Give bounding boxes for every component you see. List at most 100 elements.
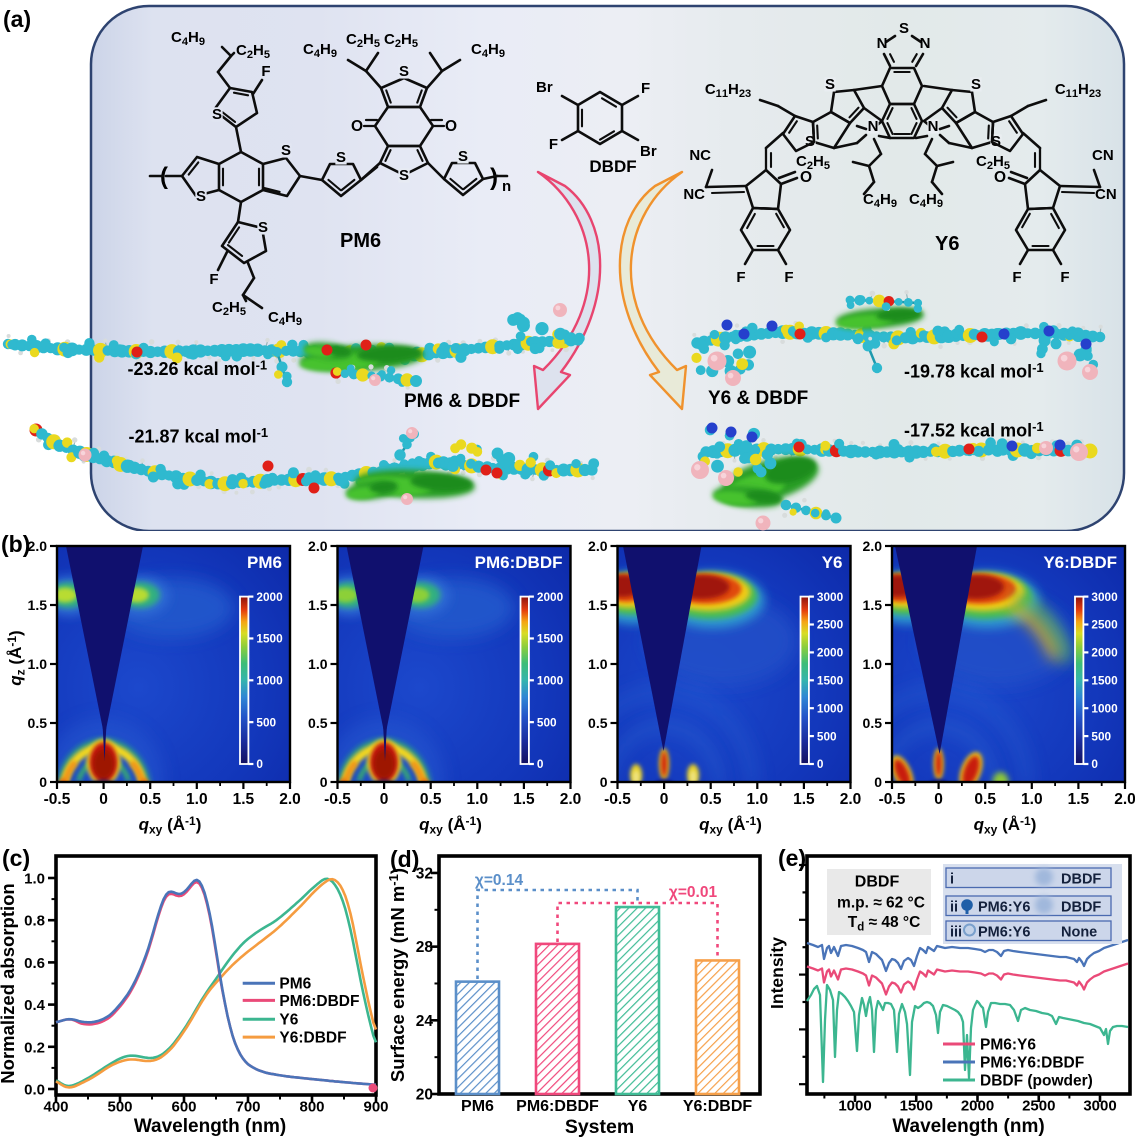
svg-text:qz (Å-1): qz (Å-1) bbox=[5, 630, 28, 685]
svg-text:S: S bbox=[281, 142, 291, 159]
svg-text:PM6:Y6: PM6:Y6 bbox=[978, 900, 1030, 916]
svg-text:-19.78 kcal mol-1: -19.78 kcal mol-1 bbox=[904, 360, 1044, 382]
svg-text:500: 500 bbox=[537, 715, 557, 729]
svg-text:PM6:DBDF: PM6:DBDF bbox=[475, 553, 563, 572]
svg-text:qxy (Å-1): qxy (Å-1) bbox=[974, 814, 1037, 837]
svg-text:S: S bbox=[458, 148, 468, 165]
svg-text:32: 32 bbox=[416, 865, 433, 882]
svg-text:1500: 1500 bbox=[256, 632, 283, 646]
svg-text:qxy (Å-1): qxy (Å-1) bbox=[419, 814, 482, 837]
svg-text:n: n bbox=[502, 178, 511, 195]
svg-text:PM6: PM6 bbox=[340, 230, 381, 252]
svg-text:CN: CN bbox=[1092, 147, 1114, 164]
svg-text:1.5: 1.5 bbox=[793, 791, 815, 808]
svg-text:500: 500 bbox=[107, 1099, 132, 1116]
svg-text:PM6 & DBDF: PM6 & DBDF bbox=[404, 391, 520, 412]
svg-text:2.0: 2.0 bbox=[279, 791, 301, 808]
svg-text:-0.5: -0.5 bbox=[324, 791, 351, 808]
svg-text:DBDF: DBDF bbox=[1061, 900, 1101, 916]
svg-text:S: S bbox=[399, 167, 409, 184]
svg-text:Wavelength (nm): Wavelength (nm) bbox=[134, 1116, 286, 1137]
svg-text:-0.5: -0.5 bbox=[44, 791, 71, 808]
svg-text:S: S bbox=[212, 106, 222, 123]
svg-text:N: N bbox=[877, 35, 888, 52]
svg-text:N: N bbox=[928, 118, 939, 135]
svg-text:0: 0 bbox=[600, 774, 608, 790]
svg-text:-0.5: -0.5 bbox=[604, 791, 631, 808]
svg-text:NC: NC bbox=[689, 147, 711, 164]
svg-text:S: S bbox=[971, 76, 981, 93]
svg-text:Y6: Y6 bbox=[822, 553, 843, 572]
svg-text:(c): (c) bbox=[2, 845, 30, 871]
svg-text:400: 400 bbox=[43, 1099, 68, 1116]
svg-text:1.0: 1.0 bbox=[186, 791, 208, 808]
svg-text:2.0: 2.0 bbox=[308, 538, 328, 554]
svg-text:1.0: 1.0 bbox=[747, 791, 769, 808]
svg-text:1.5: 1.5 bbox=[233, 791, 255, 808]
svg-text:600: 600 bbox=[171, 1099, 196, 1116]
svg-text:2.0: 2.0 bbox=[588, 538, 608, 554]
svg-text:1.5: 1.5 bbox=[28, 597, 48, 613]
svg-text:2500: 2500 bbox=[1022, 1098, 1055, 1115]
svg-text:0: 0 bbox=[380, 791, 389, 808]
svg-text:DBDF (powder): DBDF (powder) bbox=[980, 1073, 1093, 1090]
svg-text:2.0: 2.0 bbox=[863, 538, 883, 554]
svg-text:0.5: 0.5 bbox=[974, 791, 996, 808]
svg-text:Y6:DBDF: Y6:DBDF bbox=[1043, 553, 1117, 572]
svg-text:1000: 1000 bbox=[537, 674, 564, 688]
svg-text:0.2: 0.2 bbox=[24, 1039, 45, 1056]
svg-text:Y6: Y6 bbox=[935, 233, 959, 255]
svg-text:2.0: 2.0 bbox=[560, 791, 582, 808]
svg-text:2000: 2000 bbox=[817, 646, 844, 660]
svg-text:F: F bbox=[261, 63, 270, 80]
svg-text:CN: CN bbox=[1095, 186, 1117, 203]
svg-text:S: S bbox=[258, 219, 268, 236]
svg-text:Y6:DBDF: Y6:DBDF bbox=[683, 1098, 753, 1115]
svg-text:0: 0 bbox=[934, 791, 943, 808]
svg-text:(e): (e) bbox=[778, 845, 806, 871]
svg-text:0.5: 0.5 bbox=[420, 791, 442, 808]
svg-text:0: 0 bbox=[99, 791, 108, 808]
svg-text:2.0: 2.0 bbox=[28, 538, 48, 554]
svg-text:1.0: 1.0 bbox=[308, 656, 328, 672]
svg-text:2000: 2000 bbox=[961, 1098, 994, 1115]
svg-text:1500: 1500 bbox=[1091, 674, 1118, 688]
svg-text:2500: 2500 bbox=[817, 618, 844, 632]
svg-text:NC: NC bbox=[683, 186, 705, 203]
svg-text:m.p. ≈ 62 °C: m.p. ≈ 62 °C bbox=[837, 895, 925, 912]
svg-text:N: N bbox=[868, 118, 879, 135]
svg-text:0.5: 0.5 bbox=[28, 715, 48, 731]
svg-text:PM6: PM6 bbox=[279, 976, 311, 993]
svg-text:S: S bbox=[899, 20, 909, 37]
svg-text:2.0: 2.0 bbox=[840, 791, 862, 808]
svg-text:1000: 1000 bbox=[838, 1098, 871, 1115]
svg-text:500: 500 bbox=[256, 715, 276, 729]
svg-text:O: O bbox=[351, 118, 363, 135]
svg-text:1500: 1500 bbox=[817, 674, 844, 688]
svg-text:700: 700 bbox=[235, 1099, 260, 1116]
svg-text:1.0: 1.0 bbox=[467, 791, 489, 808]
svg-text:1500: 1500 bbox=[900, 1098, 933, 1115]
svg-text:2000: 2000 bbox=[256, 590, 283, 604]
svg-text:0: 0 bbox=[537, 757, 544, 771]
svg-text:1.5: 1.5 bbox=[308, 597, 328, 613]
svg-text:χ=0.01: χ=0.01 bbox=[669, 884, 718, 901]
svg-text:Y6:DBDF: Y6:DBDF bbox=[279, 1030, 346, 1047]
svg-text:0.0: 0.0 bbox=[24, 1082, 45, 1099]
svg-text:F: F bbox=[736, 269, 745, 286]
svg-text:0: 0 bbox=[320, 774, 328, 790]
svg-text:F: F bbox=[1012, 269, 1021, 286]
svg-text:-23.26 kcal mol-1: -23.26 kcal mol-1 bbox=[128, 358, 268, 380]
svg-text:F: F bbox=[209, 271, 218, 288]
svg-text:-0.5: -0.5 bbox=[879, 791, 906, 808]
svg-text:PM6: PM6 bbox=[247, 553, 282, 572]
svg-text:1000: 1000 bbox=[817, 701, 844, 715]
svg-text:DBDF: DBDF bbox=[589, 157, 636, 176]
svg-text:1.5: 1.5 bbox=[588, 597, 608, 613]
svg-text:-21.87 kcal mol-1: -21.87 kcal mol-1 bbox=[129, 425, 269, 447]
svg-text:PM6:DBDF: PM6:DBDF bbox=[516, 1098, 599, 1115]
svg-text:1500: 1500 bbox=[537, 632, 564, 646]
svg-text:PM6:Y6:DBDF: PM6:Y6:DBDF bbox=[980, 1055, 1084, 1072]
svg-text:1.5: 1.5 bbox=[513, 791, 535, 808]
svg-text:S: S bbox=[399, 63, 409, 80]
